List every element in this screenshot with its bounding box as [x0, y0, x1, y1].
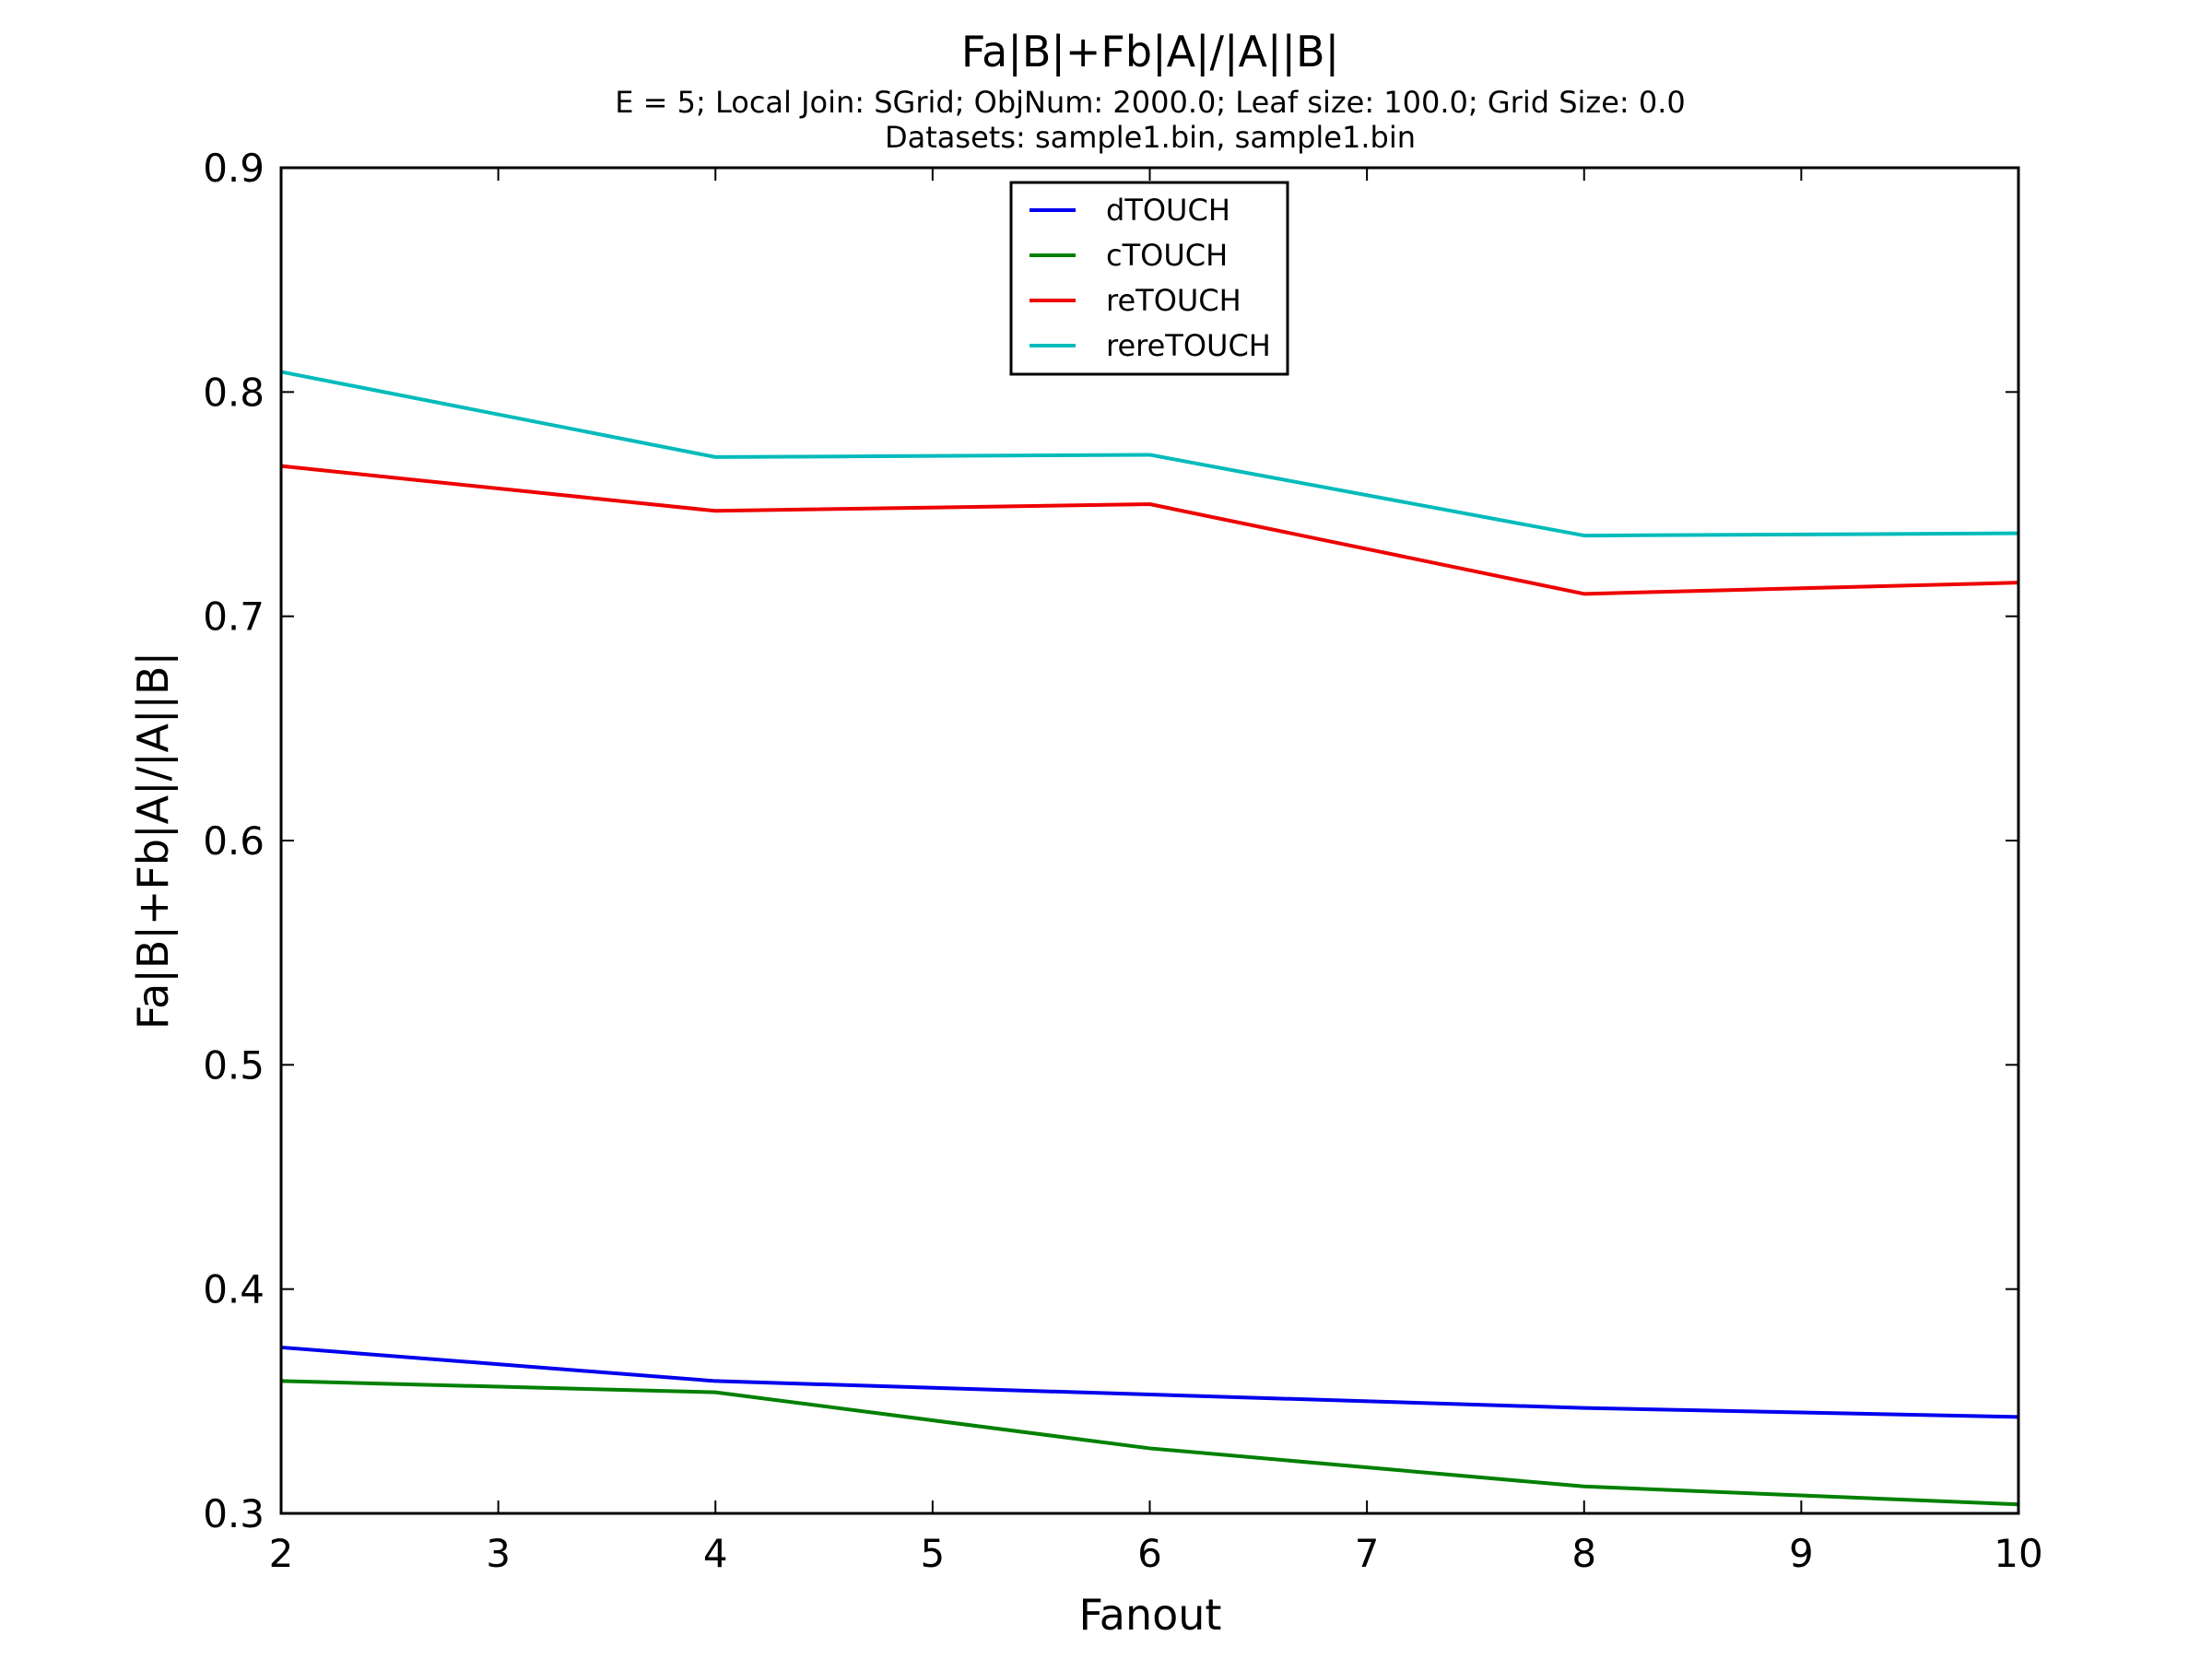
x-tick-label: 7: [1355, 1531, 1380, 1576]
series-line-cTOUCH: [280, 1379, 2019, 1507]
legend-label-dTOUCH: dTOUCH: [1106, 193, 1230, 228]
legend-label-rereTOUCH: rereTOUCH: [1106, 328, 1271, 363]
y-tick-label: 0.4: [203, 1267, 265, 1312]
chart-title: Fa|B|+Fb|A|/|A||B|: [961, 27, 1339, 77]
ticks-layer: 2 3 4 5 6 7 8 9 10 0.3 0.4 0.5 0.6 0.7 0.8 0.9: [203, 146, 2043, 1576]
series-line-rereTOUCH: [280, 370, 2019, 538]
legend-label-reTOUCH: reTOUCH: [1106, 283, 1241, 318]
x-axis-label: Fanout: [1079, 1590, 1222, 1640]
y-tick-label: 0.8: [203, 370, 265, 415]
y-tick-label: 0.3: [203, 1491, 265, 1536]
x-tick-label: 6: [1137, 1531, 1162, 1576]
series-layer: [280, 370, 2019, 1507]
y-tick-label: 0.6: [203, 818, 265, 864]
x-tick-label: 2: [269, 1531, 294, 1576]
y-tick-label: 0.7: [203, 594, 265, 640]
y-axis-label: Fa|B|+Fb|A|/|A||B|: [128, 652, 179, 1030]
x-tick-label: 4: [703, 1531, 728, 1576]
x-tick-label: 3: [486, 1531, 511, 1576]
legend-label-cTOUCH: cTOUCH: [1106, 238, 1228, 273]
y-tick-label: 0.9: [203, 146, 265, 191]
plot-area-frame: [279, 166, 2020, 1515]
series-line-reTOUCH: [280, 464, 2019, 596]
x-tick-label: 10: [1994, 1531, 2042, 1576]
y-tick-label: 0.5: [203, 1042, 265, 1088]
x-tick-label: 5: [921, 1531, 946, 1576]
chart-subtitle-line-1: E = 5; Local Join: SGrid; ObjNum: 2000.0…: [615, 85, 1685, 120]
x-tick-label: 8: [1571, 1531, 1596, 1576]
legend-frame: [1009, 181, 1289, 376]
chart-subtitle-line-2: Datasets: sample1.bin, sample1.bin: [885, 120, 1416, 155]
series-line-dTOUCH: [280, 1345, 2019, 1419]
x-tick-label: 9: [1789, 1531, 1814, 1576]
legend: dTOUCH cTOUCH reTOUCH rereTOUCH: [1009, 181, 1289, 376]
